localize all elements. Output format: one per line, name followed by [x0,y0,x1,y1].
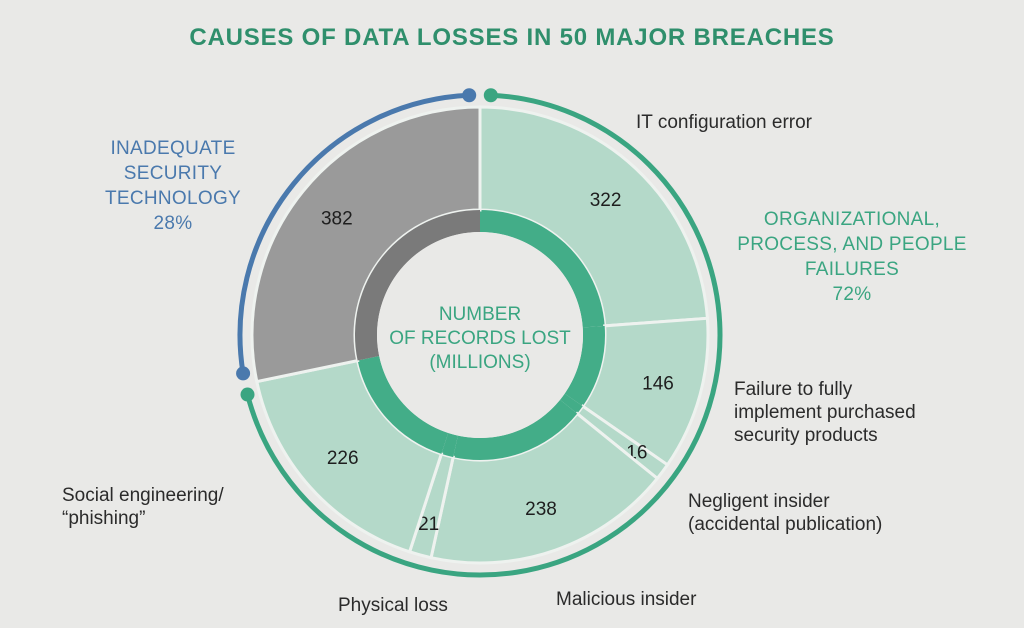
center-label: NUMBER OF RECORDS LOST (MILLIONS) [380,303,580,375]
label-line: implement purchased [734,402,916,423]
inner-ring-segment [480,210,605,328]
label-line: Failure to fully [734,379,853,400]
group-label-org: ORGANIZATIONAL, PROCESS, AND PEOPLE FAIL… [722,207,982,307]
slice-value-label: 21 [418,514,439,535]
slice-value-label: 382 [321,209,353,230]
inner-ring-segment [453,399,578,460]
label-failure: Failure to fully implement purchased sec… [734,378,916,447]
chart-title: CAUSES OF DATA LOSSES IN 50 MAJOR BREACH… [189,24,835,51]
group-percent: 72% [832,284,872,305]
label-line: Social engineering/ [62,485,224,506]
label-physical: Physical loss [338,595,448,616]
inner-ring-segment [560,393,583,414]
group-name-line: TECHNOLOGY [104,188,242,209]
center-disc [377,232,583,438]
slice-value-label: 146 [642,374,674,395]
group-name-line: PROCESS, AND PEOPLE [737,234,967,255]
group-arc-tech [237,92,470,374]
center-label-line: (MILLIONS) [429,352,531,373]
arc-end-dot [462,88,477,103]
center-label-line: NUMBER [438,304,522,325]
group-name-line: FAILURES [804,259,900,280]
label-line: “phishing” [62,508,146,529]
inner-ring-segment [355,210,480,361]
label-it-config: IT configuration error [636,112,813,133]
inner-ring-segment [357,356,449,454]
label-social: Social engineering/ “phishing” [62,484,224,530]
label-line: (accidental publication) [688,514,883,535]
slice-value-label: 226 [327,448,359,469]
label-line: Negligent insider [688,491,830,512]
group-name-line: SECURITY [123,163,223,184]
slice-value-label: 322 [590,190,622,211]
group-name-line: ORGANIZATIONAL, [763,209,941,230]
group-arc-org [245,92,723,578]
center-label-line: OF RECORDS LOST [389,328,571,349]
label-negligent: Negligent insider (accidental publicatio… [688,490,882,536]
inner-ring-segment [441,432,458,458]
label-line: security products [734,425,878,446]
arc-end-dot [236,366,251,381]
group-name-line: INADEQUATE [110,138,236,159]
arc-end-dot [483,88,498,103]
arc-end-dot [240,387,255,402]
inner-ring-segment [564,325,605,407]
group-percent: 28% [153,213,193,234]
label-malicious: Malicious insider [556,589,697,610]
slice-value-label: 238 [525,499,557,520]
group-label-tech: INADEQUATE SECURITY TECHNOLOGY 28% [88,136,258,236]
